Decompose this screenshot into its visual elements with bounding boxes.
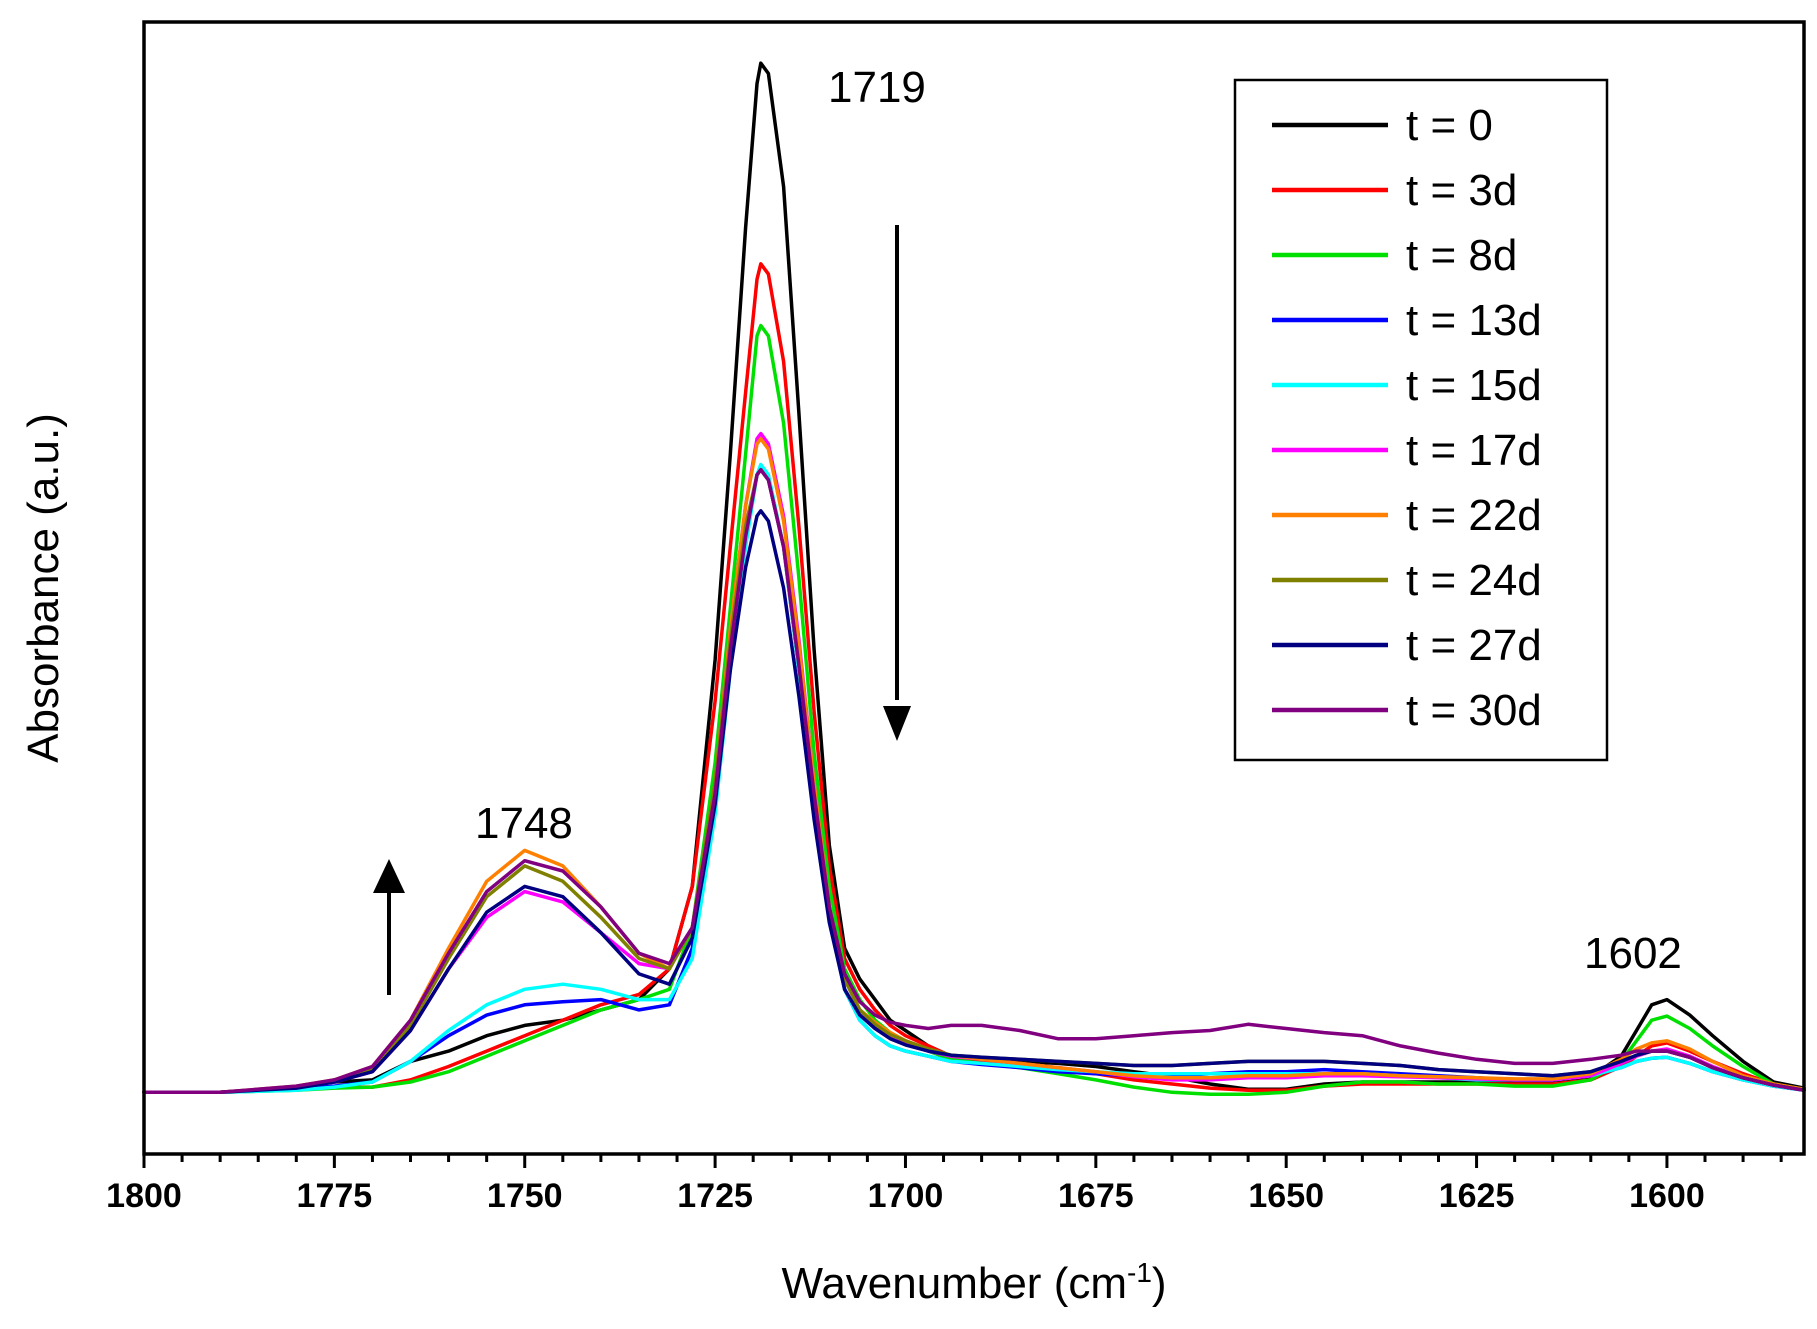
y-axis-title: Absorbance (a.u.) bbox=[19, 413, 68, 763]
x-tick-label: 1675 bbox=[1058, 1177, 1134, 1215]
legend-items: t = 0 t = 3d t = 8d t = 13d t = 15d t = 17d t … bbox=[1272, 101, 1542, 735]
arrow-down bbox=[883, 225, 911, 741]
peak-label-1719: 1719 bbox=[828, 63, 926, 112]
legend-item-5: t = 17d bbox=[1272, 426, 1542, 475]
legend-item-8: t = 27d bbox=[1272, 621, 1542, 670]
x-tick-label: 1800 bbox=[106, 1177, 182, 1215]
x-tick-label: 1725 bbox=[677, 1177, 753, 1215]
x-tick-label: 1775 bbox=[297, 1177, 373, 1215]
legend-label: t = 15d bbox=[1406, 361, 1542, 410]
x-tick-label: 1625 bbox=[1439, 1177, 1515, 1215]
legend-item-2: t = 8d bbox=[1272, 231, 1517, 280]
x-tick-label: 1600 bbox=[1629, 1177, 1705, 1215]
legend-label: t = 30d bbox=[1406, 686, 1542, 735]
x-tick-label: 1750 bbox=[487, 1177, 563, 1215]
x-axis-title: Wavenumber (cm-1) bbox=[781, 1257, 1166, 1308]
legend-label: t = 13d bbox=[1406, 296, 1542, 345]
legend-label: t = 27d bbox=[1406, 621, 1542, 670]
legend-item-7: t = 24d bbox=[1272, 556, 1542, 605]
x-tick-label: 1700 bbox=[868, 1177, 944, 1215]
legend: t = 0 t = 3d t = 8d t = 13d t = 15d t = 17d t … bbox=[1233, 78, 1609, 762]
legend-item-0: t = 0 bbox=[1272, 101, 1493, 150]
series-layer bbox=[142, 61, 1806, 1097]
peak-label-1602: 1602 bbox=[1584, 929, 1682, 978]
legend-label: t = 0 bbox=[1406, 101, 1493, 150]
legend-label: t = 22d bbox=[1406, 491, 1542, 540]
x-axis-ticks: 1800 1775 1750 1725 1700 1675 1650 1625 1600 bbox=[106, 1154, 1783, 1215]
x-tick-label: 1650 bbox=[1248, 1177, 1324, 1215]
legend-item-3: t = 13d bbox=[1272, 296, 1542, 345]
legend-item-6: t = 22d bbox=[1272, 491, 1542, 540]
legend-label: t = 8d bbox=[1406, 231, 1517, 280]
series-line-8 bbox=[142, 509, 1806, 1095]
legend-label: t = 24d bbox=[1406, 556, 1542, 605]
legend-item-4: t = 15d bbox=[1272, 361, 1542, 410]
plot-frame bbox=[142, 20, 1806, 1156]
legend-item-9: t = 30d bbox=[1272, 686, 1542, 735]
series-line-9 bbox=[142, 467, 1806, 1095]
legend-label: t = 17d bbox=[1406, 426, 1542, 475]
peak-label-1748: 1748 bbox=[475, 799, 573, 848]
legend-label: t = 3d bbox=[1406, 166, 1517, 215]
arrow-up bbox=[373, 859, 405, 995]
legend-item-1: t = 3d bbox=[1272, 166, 1517, 215]
